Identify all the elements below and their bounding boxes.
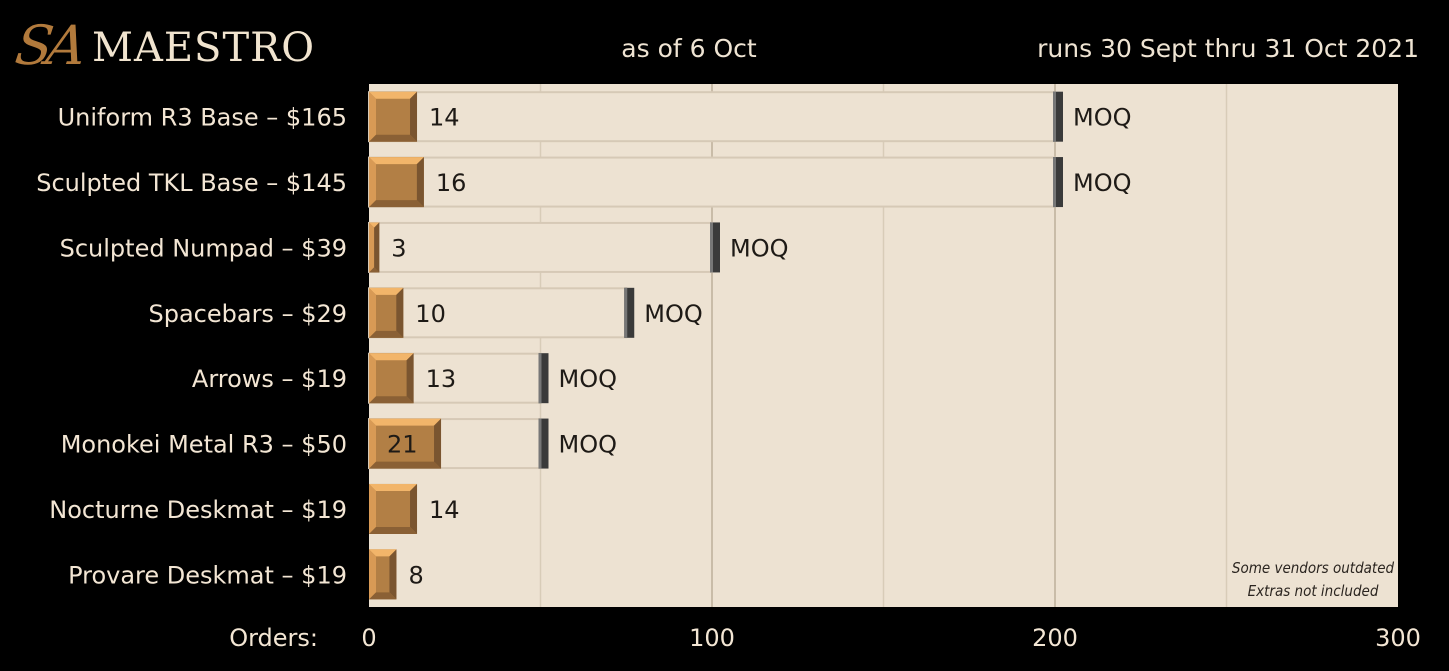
bar-bevel-top [369, 549, 397, 557]
bar-bevel-right [406, 353, 414, 404]
category-label: Monokei Metal R3 – $50 [61, 431, 347, 459]
moq-marker-highlight [1053, 157, 1056, 208]
category-label: Sculpted TKL Base – $145 [36, 169, 347, 197]
category-label: Spacebars – $29 [148, 300, 347, 328]
bar-bevel-top [369, 287, 404, 295]
moq-marker [538, 353, 549, 404]
bar-bevel-right [410, 483, 418, 534]
bar-bevel-top [369, 418, 442, 426]
bar-bevel-left [369, 418, 376, 469]
moq-marker-highlight [538, 353, 542, 404]
bar-bevel-right [389, 549, 397, 600]
moq-marker-highlight [710, 222, 713, 273]
bar [369, 157, 424, 208]
value-label: 13 [426, 365, 457, 393]
bar [369, 91, 418, 142]
value-label: 8 [408, 561, 423, 589]
moq-marker [1053, 157, 1063, 208]
x-tick-label: 100 [689, 624, 735, 652]
bar-bevel-bottom [369, 267, 380, 273]
chart-note: Some vendors outdated Extras not included [1232, 559, 1395, 600]
as-of-date: as of 6 Oct [621, 34, 757, 63]
moq-track [368, 91, 1056, 143]
bar-bevel-top [369, 91, 418, 99]
bar-bevel-left [369, 91, 376, 142]
bar-bevel-top [369, 483, 418, 491]
value-label: 21 [387, 431, 418, 459]
moq-track [368, 221, 713, 273]
bar-bevel-right [416, 157, 424, 208]
bar-bevel-left [369, 157, 376, 208]
bar-bevel-bottom [369, 330, 404, 338]
logo-text: MAESTRO [92, 25, 316, 71]
x-axis: Orders: 0 100 200 300 [229, 624, 1421, 652]
bar-bevel-bottom [369, 461, 442, 469]
moq-marker [624, 287, 635, 338]
bar [369, 353, 414, 404]
moq-marker [710, 222, 720, 273]
bar-bevel-bottom [369, 200, 424, 208]
moq-label: MOQ [559, 365, 618, 393]
bar-bevel-top [369, 222, 380, 228]
moq-label: MOQ [1073, 104, 1132, 132]
bar-bevel-left [369, 483, 376, 534]
category-labels: Uniform R3 Base – $165 Sculpted TKL Base … [36, 104, 347, 590]
bar-bevel-bottom [369, 134, 418, 142]
bar-bevel-left [369, 222, 375, 273]
bar-bevel-right [410, 91, 418, 142]
moq-marker-highlight [624, 287, 628, 338]
logo: SA MAESTRO [12, 10, 316, 82]
category-label: Provare Deskmat – $19 [68, 561, 347, 589]
moq-label: MOQ [1073, 169, 1132, 197]
x-axis-label: Orders: [229, 624, 318, 652]
category-label: Arrows – $19 [192, 365, 347, 393]
bar-bevel-right [396, 287, 404, 338]
category-label: Sculpted Numpad – $39 [60, 234, 347, 262]
moq-marker [538, 418, 549, 469]
value-label: 3 [391, 234, 406, 262]
bar-bevel-left [369, 353, 376, 404]
bar-bevel-bottom [369, 526, 418, 534]
category-label: Nocturne Deskmat – $19 [49, 496, 347, 524]
value-label: 14 [429, 496, 460, 524]
x-tick-label: 0 [361, 624, 376, 652]
moq-label: MOQ [730, 234, 789, 262]
moq-marker-highlight [1053, 91, 1056, 142]
bar [369, 483, 418, 534]
moq-label: MOQ [644, 300, 703, 328]
value-label: 16 [436, 169, 467, 197]
x-tick-label: 300 [1375, 624, 1421, 652]
note-line: Some vendors outdated [1232, 559, 1395, 577]
bar-bevel-bottom [369, 592, 397, 600]
moq-marker [1053, 91, 1063, 142]
bars: MOQ 14 MOQ 16 MOQ 3 MOQ 10 MOQ 13 MOQ 21 14 8 [368, 91, 1132, 600]
bar-bevel-right [434, 418, 442, 469]
bar-bevel-left [369, 287, 376, 338]
category-label: Uniform R3 Base – $165 [58, 104, 347, 132]
bar [369, 418, 442, 469]
moq-track [368, 287, 628, 339]
bar-bevel-left [369, 549, 376, 600]
run-dates: runs 30 Sept thru 31 Oct 2021 [1037, 34, 1419, 63]
bar-bevel-right [374, 222, 380, 273]
note-line: Extras not included [1248, 582, 1379, 600]
moq-label: MOQ [559, 431, 618, 459]
x-tick-label: 200 [1032, 624, 1078, 652]
value-label: 14 [429, 104, 460, 132]
value-label: 10 [415, 300, 446, 328]
moq-track [368, 156, 1056, 208]
bar-bevel-top [369, 157, 424, 165]
moq-marker-highlight [538, 418, 542, 469]
bar-bevel-top [369, 353, 414, 361]
bar-bevel-bottom [369, 396, 414, 404]
